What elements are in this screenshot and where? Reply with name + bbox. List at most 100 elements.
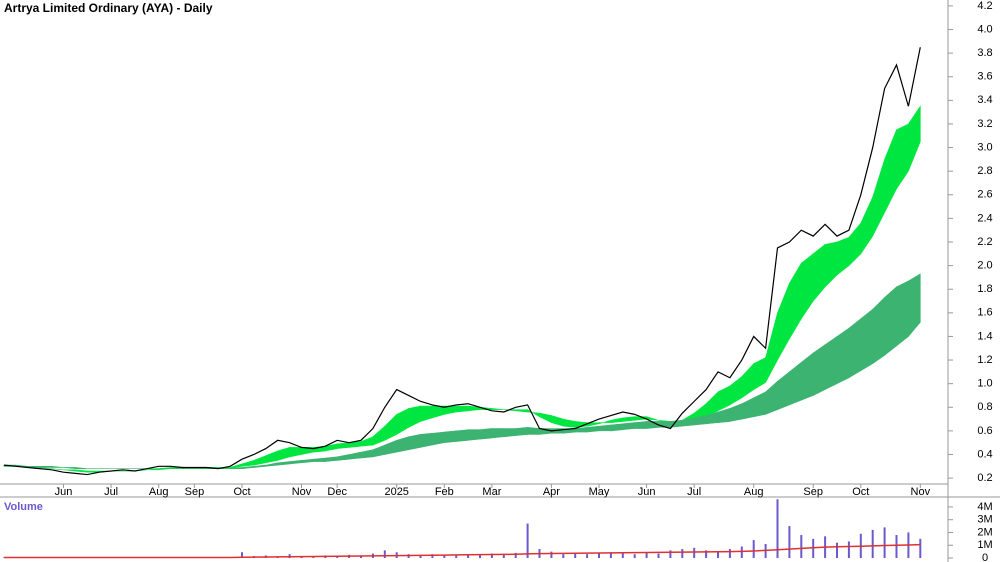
volume-bar [621,553,624,558]
x-tick-label: Nov [292,486,312,498]
x-tick-label: Sep [185,486,205,498]
band-segment [848,318,862,379]
y-tick-label: 1M [977,539,992,551]
volume-bar [336,556,339,558]
y-tick-label: 3.2 [977,118,992,130]
volume-bar [836,542,838,558]
x-tick-label: Oct [233,486,250,498]
y-tick-label: 0 [982,552,988,562]
band-segment [610,423,624,432]
volume-bar [609,552,612,558]
volume-bar [740,546,743,558]
band-segment [39,465,52,468]
volume-bar [657,553,660,558]
band-segment [455,405,469,413]
price-line [3,47,921,476]
volume-bar [586,554,589,558]
y-tick-label: 4M [977,501,992,513]
volume-bar [455,554,458,558]
volume-bar [502,554,505,558]
band-segment [515,427,528,436]
band-segment [51,465,64,468]
band-segment [491,408,504,410]
volume-bar [681,549,684,558]
volume-bar [526,523,529,558]
volume-label: Volume [4,501,43,513]
y-tick-label: 0.8 [977,401,992,413]
volume-bar [717,551,719,558]
band-segment [824,335,838,391]
y-tick-label: 1.8 [977,283,992,295]
volume-bar [800,535,803,558]
x-tick-label: Aug [149,486,169,498]
volume-bar [431,554,434,558]
volume-bar [788,526,791,558]
y-tick-label: 3M [977,514,992,526]
band-segment [860,308,874,372]
x-tick-label: Jul [687,486,701,498]
volume-bar [360,555,362,558]
band-segment [455,429,469,442]
band-segment [896,280,909,347]
y-tick-label: 2.4 [977,212,992,224]
volume-bar [490,553,493,558]
y-tick-label: 1.2 [977,354,992,366]
x-tick-label: Aug [744,486,764,498]
volume-bar [514,552,517,558]
volume-bar [633,554,636,558]
band-segment [646,416,659,421]
band-segment [598,424,612,432]
y-tick-label: 2.2 [977,236,992,248]
volume-bar [645,552,648,558]
band-segment [634,421,647,429]
band-segment [872,296,885,365]
volume-bar [383,550,386,558]
y-tick-label: 2.0 [977,260,992,272]
x-tick-label: Nov [911,486,931,498]
band-segment [479,428,493,440]
band-segment [884,286,897,356]
band-segment [75,467,88,469]
band-segment [491,428,505,439]
volume-bar [550,551,553,558]
band-segment [503,428,517,438]
volume-bar [752,540,755,558]
y-tick-label: 2.8 [977,165,992,177]
y-tick-label: 3.6 [977,71,992,83]
volume-bar [598,552,600,558]
band-segment [622,416,636,422]
volume-ma-line [4,543,921,559]
chart-title: Artrya Limited Ordinary (AYA) - Daily [4,1,213,15]
y-tick-label: 0.2 [977,472,992,484]
volume-bar [883,527,886,558]
x-tick-label: Mar [482,486,501,498]
volume-bar [693,547,696,558]
y-tick-label: 1.6 [977,307,992,319]
volume-bar [241,552,243,558]
volume-bar [419,554,422,558]
band-segment [408,434,421,451]
volume-bar [728,549,731,558]
x-tick-label: 2025 [384,486,408,498]
volume-bar [300,556,303,558]
y-tick-label: 4.2 [977,0,992,12]
x-tick-label: Feb [435,486,454,498]
band-segment [622,422,636,431]
x-tick-label: Jul [104,486,118,498]
y-tick-label: 3.4 [977,94,992,106]
band-segment [908,105,921,172]
band-segment [836,327,850,385]
x-tick-label: Sep [803,486,823,498]
band-segment [467,429,481,441]
volume-bar [895,535,898,558]
band-segment [324,456,338,462]
band-segment [908,273,921,338]
volume-bar [847,541,850,558]
y-tick-label: 0.6 [977,425,992,437]
y-tick-label: 2M [977,526,992,538]
x-tick-label: May [589,486,610,498]
volume-bar [467,554,470,558]
y-tick-label: 4.0 [977,23,992,35]
band-segment [586,425,600,433]
